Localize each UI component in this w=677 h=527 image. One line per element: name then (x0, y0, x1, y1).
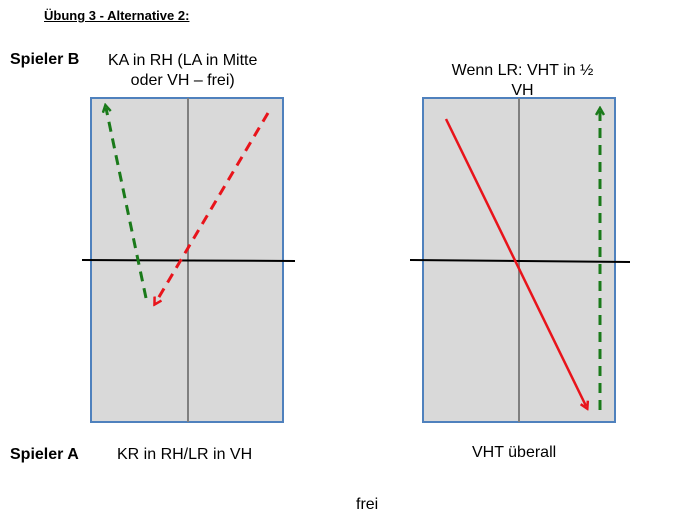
footer-text: frei (356, 496, 379, 513)
left-red-arrow (156, 112, 270, 302)
player-b-instruction: KA in RH (LA in Mitte oder VH – frei) (108, 51, 257, 91)
player-a-instruction: KR in RH/LR in VH (117, 446, 253, 463)
left-court (81, 97, 296, 423)
right-court-note-line1: Wenn LR: VHT in ½ (451, 62, 594, 79)
right-court (409, 97, 631, 423)
right-court-note: Wenn LR: VHT in ½ VH (430, 61, 615, 101)
player-b-instruction-line1: KA in RH (LA in Mitte (108, 52, 258, 69)
left-court-net (81, 259, 296, 262)
player-a-label: Spieler A (10, 446, 79, 463)
left-green-arrow (106, 108, 148, 299)
player-b-instruction-line2: oder VH – frei) (130, 72, 235, 89)
right-court-bottom-note: VHT überall (472, 444, 557, 461)
right-court-net (409, 259, 631, 263)
right-court-note-line2: VH (511, 82, 534, 99)
right-red-arrow (444, 118, 586, 406)
exercise-title: Übung 3 - Alternative 2: (44, 8, 190, 23)
player-b-label: Spieler B (10, 51, 80, 68)
